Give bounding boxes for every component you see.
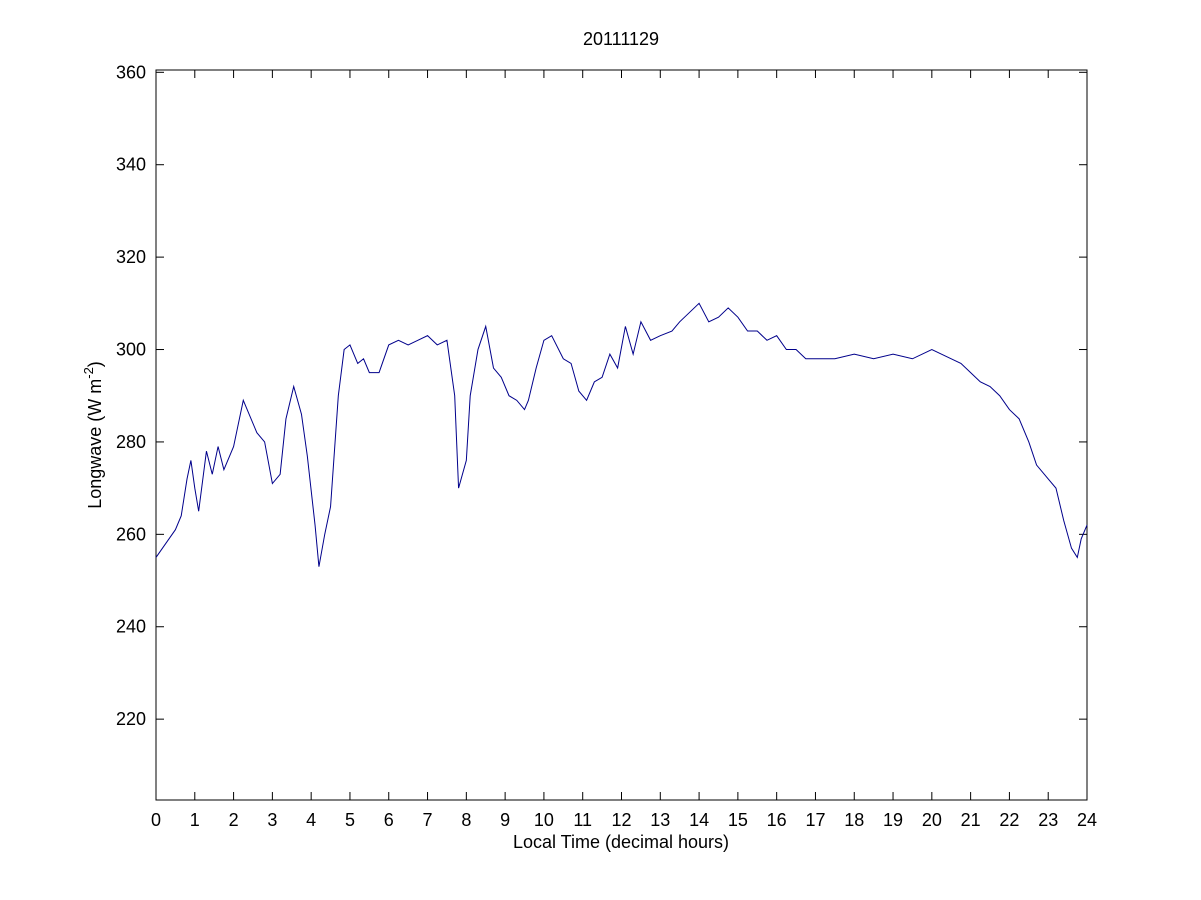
x-tick-label: 0 [151,810,161,830]
x-tick-label: 20 [922,810,942,830]
x-tick-label: 13 [650,810,670,830]
data-line [155,302,1088,567]
x-tick-label: 4 [306,810,316,830]
x-tick-label: 18 [844,810,864,830]
x-tick-label: 17 [805,810,825,830]
x-tick-label: 3 [267,810,277,830]
x-tick-label: 7 [423,810,433,830]
x-tick-label: 6 [384,810,394,830]
x-tick-label: 23 [1038,810,1058,830]
x-axis-label: Local Time (decimal hours) [513,832,729,852]
x-tick-label: 22 [999,810,1019,830]
y-tick-label: 360 [116,62,146,82]
x-tick-label: 15 [728,810,748,830]
x-tick-label: 16 [767,810,787,830]
x-tick-label: 2 [229,810,239,830]
x-tick-label: 12 [611,810,631,830]
y-tick-label: 260 [116,524,146,544]
x-tick-label: 10 [534,810,554,830]
y-tick-label: 300 [116,340,146,360]
x-tick-label: 1 [190,810,200,830]
x-tick-label: 24 [1077,810,1097,830]
y-axis-label: Longwave (W m-2) [81,361,105,509]
x-tick-label: 11 [573,810,592,830]
y-tick-label: 240 [116,617,146,637]
x-tick-label: 19 [883,810,903,830]
y-tick-label: 280 [116,432,146,452]
chart-title: 20111129 [583,29,659,49]
x-tick-label: 9 [500,810,510,830]
x-tick-label: 21 [961,810,981,830]
x-tick-label: 5 [345,810,355,830]
y-axis-label-close: ) [85,361,105,367]
x-tick-label: 14 [689,810,709,830]
y-tick-label: 320 [116,247,146,267]
x-tick-label: 8 [461,810,471,830]
y-tick-label: 340 [116,155,146,175]
y-axis-label-superscript: -2 [81,367,96,379]
y-tick-label: 220 [116,709,146,729]
y-axis-label-text: Longwave (W m [85,379,105,509]
